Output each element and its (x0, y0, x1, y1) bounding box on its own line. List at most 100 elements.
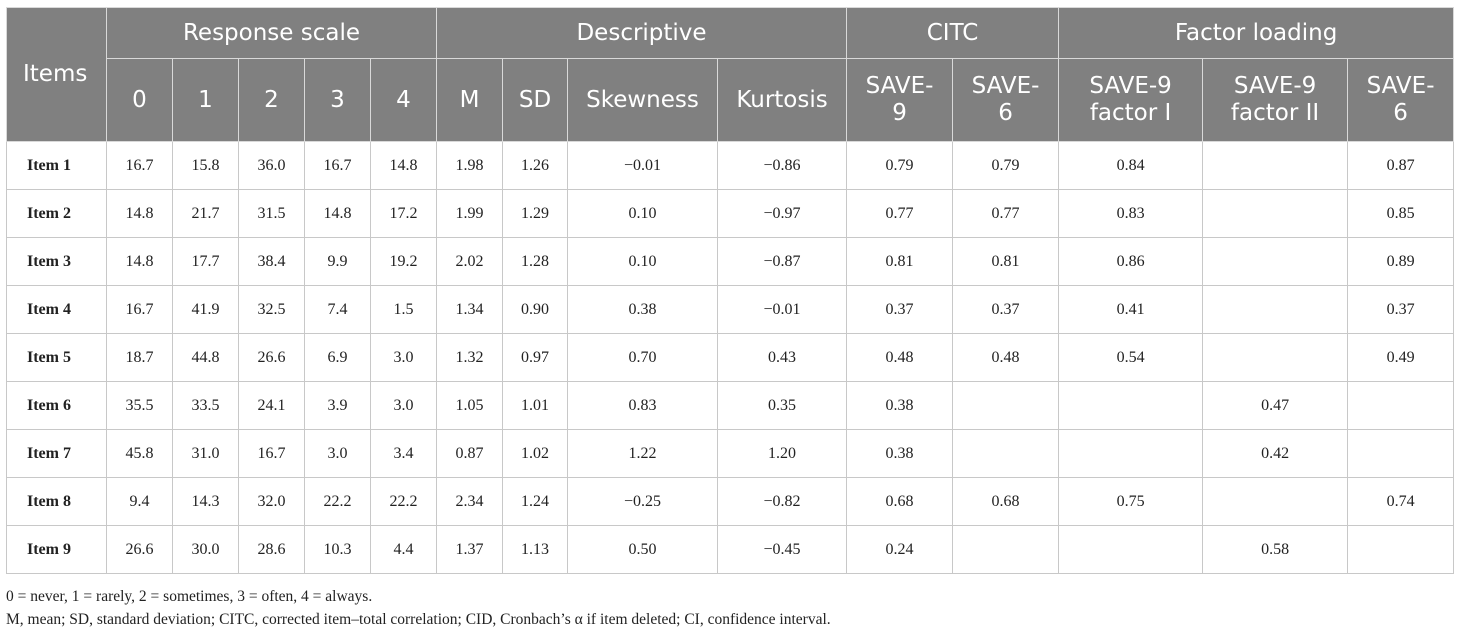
mean-cell: 1.32 (436, 333, 503, 382)
scale-0-cell: 26.6 (106, 525, 173, 574)
sd-cell: 1.01 (502, 381, 568, 430)
mean-cell: 2.34 (436, 477, 503, 526)
factor-save6-cell: 0.49 (1347, 333, 1455, 382)
sd-cell: 1.28 (502, 237, 568, 286)
factor-save6-cell: 0.74 (1347, 477, 1455, 526)
citc-header: CITC (846, 7, 1060, 59)
table-row: Item 3 14.8 17.7 38.4 9.9 19.2 2.02 1.28 0.10 −0.… (6, 237, 1455, 286)
item-label: Item 2 (6, 189, 107, 238)
table-row: Item 6 35.5 33.5 24.1 3.9 3.0 1.05 1.01 0.83 0.35… (6, 381, 1455, 430)
scale-1-cell: 33.5 (172, 381, 239, 430)
scale-4-cell: 3.4 (370, 429, 437, 478)
citc-save9-cell: 0.38 (846, 429, 954, 478)
scale-0-cell: 9.4 (106, 477, 173, 526)
item-label: Item 1 (6, 141, 107, 190)
scale-3-header: 3 (304, 58, 371, 142)
scale-0-cell: 45.8 (106, 429, 173, 478)
scale-2-cell: 24.1 (238, 381, 305, 430)
scale-0-cell: 14.8 (106, 189, 173, 238)
scale-0-cell: 35.5 (106, 381, 173, 430)
citc-save6-header: SAVE- 6 (952, 58, 1060, 142)
mean-cell: 1.98 (436, 141, 503, 190)
citc-save6-cell: 0.37 (952, 285, 1060, 334)
citc-save6-cell: 0.68 (952, 477, 1060, 526)
sd-cell: 1.24 (502, 477, 568, 526)
citc-save9-cell: 0.38 (846, 381, 954, 430)
table-row: Item 4 16.7 41.9 32.5 7.4 1.5 1.34 0.90 0.38 −0.0… (6, 285, 1455, 334)
factor-save9-f1-cell: 0.84 (1058, 141, 1204, 190)
table-notes: 0 = never, 1 = rarely, 2 = sometimes, 3 … (6, 585, 831, 631)
items-header: Items (6, 7, 107, 142)
scale-1-cell: 21.7 (172, 189, 239, 238)
scale-1-cell: 17.7 (172, 237, 239, 286)
scale-4-cell: 19.2 (370, 237, 437, 286)
citc-save9-cell: 0.79 (846, 141, 954, 190)
table-row: Item 9 26.6 30.0 28.6 10.3 4.4 1.37 1.13 0.50 −0.… (6, 525, 1455, 574)
factor-save9-f1-cell: 0.83 (1058, 189, 1204, 238)
scale-3-cell: 14.8 (304, 189, 371, 238)
factor-save6-cell: 0.87 (1347, 141, 1455, 190)
item-label: Item 3 (6, 237, 107, 286)
factor-save6-cell: 0.85 (1347, 189, 1455, 238)
factor-save9-f2-cell (1202, 189, 1349, 238)
factor-save9-f1-header: SAVE-9 factor I (1058, 58, 1204, 142)
table-row: Item 7 45.8 31.0 16.7 3.0 3.4 0.87 1.02 1.22 1.20… (6, 429, 1455, 478)
factor-save9-f2-cell: 0.58 (1202, 525, 1349, 574)
sd-cell: 0.90 (502, 285, 568, 334)
scale-2-cell: 31.5 (238, 189, 305, 238)
citc-save6-cell (952, 525, 1060, 574)
scale-3-cell: 9.9 (304, 237, 371, 286)
scale-2-cell: 32.5 (238, 285, 305, 334)
response-scale-header: Response scale (106, 7, 437, 59)
scale-1-header: 1 (172, 58, 239, 142)
scale-0-cell: 16.7 (106, 285, 173, 334)
skewness-cell: 0.70 (567, 333, 718, 382)
scale-4-header: 4 (370, 58, 437, 142)
factor-save9-f2-cell: 0.47 (1202, 381, 1349, 430)
scale-0-cell: 18.7 (106, 333, 173, 382)
citc-save6-cell: 0.77 (952, 189, 1060, 238)
factor-save9-f1-cell: 0.41 (1058, 285, 1204, 334)
descriptive-header: Descriptive (435, 7, 848, 59)
table-container: Items Response scale Descriptive CITC Fa… (6, 7, 1455, 574)
scale-2-cell: 36.0 (238, 141, 305, 190)
factor-save9-f1-cell (1058, 429, 1204, 478)
citc-save9-header: SAVE- 9 (846, 58, 954, 142)
kurtosis-cell: 0.43 (716, 333, 848, 382)
factor-save9-f2-header: SAVE-9 factor II (1202, 58, 1349, 142)
table-body: Item 1 16.7 15.8 36.0 16.7 14.8 1.98 1.26 −0.01−… (6, 141, 1455, 574)
kurtosis-cell: −0.45 (716, 525, 848, 574)
citc-save6-cell: 0.81 (952, 237, 1060, 286)
table-row: Item 1 16.7 15.8 36.0 16.7 14.8 1.98 1.26 −0.01−… (6, 141, 1455, 190)
skewness-cell: −0.25 (567, 477, 718, 526)
factor-save6-cell (1347, 381, 1455, 430)
skewness-cell: 0.38 (567, 285, 718, 334)
mean-cell: 0.87 (436, 429, 503, 478)
mean-header: M (436, 58, 503, 142)
table-row: Item 8 9.4 14.3 32.0 22.2 22.2 2.34 1.24 −0.25 −0… (6, 477, 1455, 526)
skewness-cell: −0.01 (567, 141, 718, 190)
citc-save6-cell (952, 381, 1060, 430)
skewness-cell: 0.10 (567, 189, 718, 238)
skewness-cell: 0.83 (567, 381, 718, 430)
scale-2-cell: 32.0 (238, 477, 305, 526)
factor-save9-f1-cell (1058, 525, 1204, 574)
factor-save9-f1-cell (1058, 381, 1204, 430)
scale-4-cell: 17.2 (370, 189, 437, 238)
citc-save9-cell: 0.48 (846, 333, 954, 382)
scale-1-cell: 44.8 (172, 333, 239, 382)
scale-1-cell: 41.9 (172, 285, 239, 334)
skewness-header: Skewness (567, 58, 718, 142)
kurtosis-cell: −0.86 (716, 141, 848, 190)
item-label: Item 4 (6, 285, 107, 334)
mean-cell: 1.34 (436, 285, 503, 334)
note-scale-legend: 0 = never, 1 = rarely, 2 = sometimes, 3 … (6, 588, 373, 605)
factor-save6-header: SAVE- 6 (1347, 58, 1455, 142)
scale-4-cell: 14.8 (370, 141, 437, 190)
skewness-cell: 0.10 (567, 237, 718, 286)
scale-0-cell: 16.7 (106, 141, 173, 190)
sd-cell: 1.02 (502, 429, 568, 478)
scale-0-header: 0 (106, 58, 173, 142)
factor-save6-cell: 0.37 (1347, 285, 1455, 334)
kurtosis-cell: 0.35 (716, 381, 848, 430)
